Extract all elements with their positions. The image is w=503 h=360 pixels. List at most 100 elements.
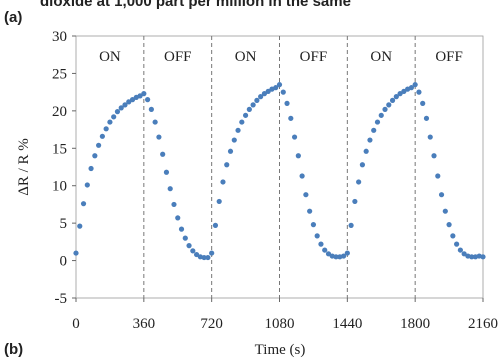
data-point: [356, 179, 362, 185]
y-tick-label: 20: [52, 104, 67, 120]
data-point: [344, 250, 350, 256]
data-point: [442, 208, 448, 214]
panel-label: (b): [4, 341, 23, 358]
data-point: [295, 153, 301, 159]
phase-label: OFF: [164, 49, 192, 65]
data-point: [224, 162, 230, 168]
data-point: [77, 223, 83, 229]
data-point: [333, 254, 339, 260]
phase-label: ON: [370, 49, 392, 65]
y-axis-title: ΔR / R %: [16, 138, 32, 196]
data-point: [450, 233, 456, 239]
data-point: [163, 169, 170, 175]
data-point: [239, 119, 245, 125]
data-point: [367, 137, 373, 143]
data-point: [401, 88, 407, 94]
data-point: [291, 134, 298, 140]
data-point: [435, 173, 441, 179]
x-axis-title: Time (s): [255, 342, 306, 358]
y-tick-label: 5: [60, 216, 68, 232]
x-tick-label: 1440: [332, 316, 362, 332]
data-point: [96, 142, 102, 148]
y-tick-label: -5: [55, 291, 68, 307]
data-point: [246, 106, 252, 112]
data-point: [167, 186, 173, 192]
data-point: [412, 82, 418, 88]
data-point: [126, 99, 132, 105]
data-point: [182, 235, 188, 241]
data-point: [340, 253, 347, 259]
data-point: [242, 112, 249, 118]
data-point: [103, 126, 109, 132]
x-tick-label: 1800: [400, 316, 430, 332]
data-point: [378, 112, 384, 118]
data-point: [216, 198, 222, 205]
data-point: [352, 198, 358, 205]
data-point: [416, 89, 422, 95]
data-point: [201, 254, 207, 261]
data-point: [88, 165, 94, 172]
data-point: [299, 173, 305, 179]
caption-fragment: dioxide at 1,000 part per million in the…: [40, 0, 351, 10]
data-point: [190, 248, 196, 254]
data-point: [265, 88, 271, 94]
data-point: [382, 106, 388, 112]
data-point: [280, 89, 286, 95]
phase-label: OFF: [435, 49, 463, 65]
data-point: [386, 102, 392, 108]
data-point: [307, 208, 313, 214]
data-point: [284, 100, 290, 106]
data-point: [175, 215, 181, 221]
data-point: [209, 250, 215, 256]
data-point: [193, 251, 200, 258]
data-point: [186, 243, 192, 249]
data-point: [389, 97, 396, 103]
data-point: [145, 97, 151, 103]
data-point: [363, 148, 369, 154]
data-point: [371, 127, 377, 133]
y-tick-label: 25: [52, 66, 67, 82]
data-point: [322, 247, 328, 253]
data-point: [235, 127, 241, 133]
phase-label: ON: [99, 49, 121, 65]
data-point: [148, 106, 154, 112]
data-point: [318, 241, 324, 247]
data-point: [273, 85, 279, 91]
data-point: [303, 192, 309, 198]
data-point: [427, 134, 433, 140]
phase-label: OFF: [300, 49, 328, 65]
data-point: [314, 233, 320, 239]
data-point: [397, 91, 403, 97]
data-point: [325, 251, 332, 257]
data-point: [152, 119, 158, 125]
data-point: [111, 114, 117, 120]
x-tick-label: 360: [133, 316, 156, 332]
data-point: [276, 82, 283, 88]
data-point: [73, 250, 79, 256]
data-point: [254, 97, 260, 103]
data-point: [457, 247, 463, 253]
data-point: [423, 115, 430, 121]
data-point: [231, 137, 237, 143]
data-point: [156, 134, 162, 140]
data-point: [288, 115, 294, 121]
data-point: [227, 148, 234, 154]
data-point: [212, 222, 219, 228]
x-tick-label: 2160: [468, 316, 498, 332]
data-point: [359, 162, 366, 168]
data-point: [438, 192, 445, 198]
x-tick-label: 0: [72, 316, 80, 332]
data-point: [80, 201, 87, 207]
data-point: [160, 151, 166, 157]
data-point: [446, 222, 452, 228]
data-point: [454, 241, 460, 247]
data-point: [205, 254, 211, 261]
data-point: [178, 226, 185, 232]
data-point: [107, 119, 113, 125]
data-point: [348, 222, 354, 228]
data-point: [431, 153, 437, 159]
x-tick-label: 720: [200, 316, 223, 332]
data-point: [461, 251, 467, 257]
